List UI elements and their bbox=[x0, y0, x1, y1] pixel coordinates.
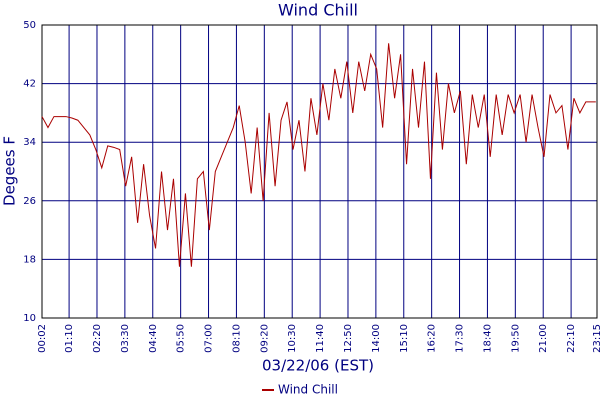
x-tick-label: 09:20 bbox=[259, 324, 270, 353]
chart-title: Wind Chill bbox=[278, 1, 358, 20]
x-tick-label: 02:20 bbox=[92, 324, 103, 353]
x-tick-label: 07:00 bbox=[204, 324, 215, 353]
x-tick-label: 15:10 bbox=[399, 324, 410, 353]
x-tick-label: 08:10 bbox=[231, 324, 242, 353]
x-tick-label: 16:20 bbox=[427, 324, 438, 353]
legend-label: Wind Chill bbox=[278, 383, 338, 397]
x-tick-label: 22:10 bbox=[566, 324, 577, 353]
x-tick-label: 00:02 bbox=[37, 324, 48, 353]
y-tick-label: 50 bbox=[23, 20, 36, 31]
x-tick-label: 03:30 bbox=[120, 324, 131, 353]
x-tick-label: 10:30 bbox=[287, 324, 298, 353]
x-tick-label: 01:10 bbox=[64, 324, 75, 353]
y-axis-label: Degees F bbox=[1, 136, 19, 206]
y-tick-label: 34 bbox=[23, 137, 36, 148]
x-tick-label: 23:15 bbox=[592, 324, 600, 353]
x-axis-label: 03/22/06 (EST) bbox=[262, 357, 374, 375]
x-tick-label: 18:40 bbox=[482, 324, 493, 353]
y-tick-label: 42 bbox=[23, 79, 36, 90]
x-tick-label: 21:00 bbox=[538, 324, 549, 353]
x-tick-label: 17:30 bbox=[455, 324, 466, 353]
x-tick-label: 12:50 bbox=[343, 324, 354, 353]
y-tick-label: 10 bbox=[23, 313, 36, 324]
x-tick-label: 14:00 bbox=[371, 324, 382, 353]
line bbox=[41, 43, 596, 267]
y-tick-label: 18 bbox=[23, 254, 36, 265]
x-tick-label: 11:40 bbox=[315, 324, 326, 353]
plot-border bbox=[41, 24, 598, 319]
x-tick-label: 19:50 bbox=[510, 324, 521, 353]
x-tick-label: 04:40 bbox=[148, 324, 159, 353]
y-tick-label: 26 bbox=[23, 196, 36, 207]
x-tick-label: 05:50 bbox=[176, 324, 187, 353]
